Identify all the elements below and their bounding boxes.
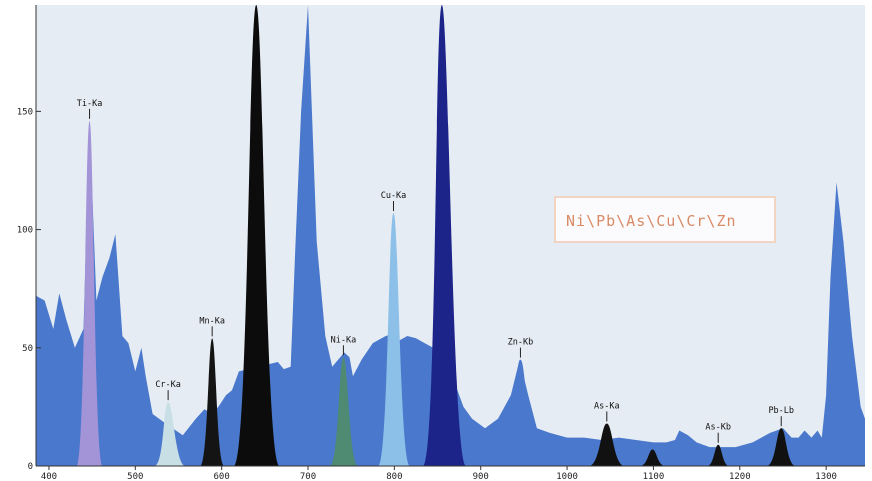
y-tick-label: 100 [17, 226, 33, 236]
x-tick-label: 1100 [643, 472, 665, 481]
y-ticks: 50 100 150 0 [17, 107, 41, 472]
cu-ka-peak [377, 213, 410, 466]
zn-kb-peak [502, 359, 540, 466]
x-tick-label: 1300 [815, 472, 837, 481]
peak-label-layer: Ti-Ka Cr-Ka Mn-Ka Ni-Ka Cu-Ka Zn-Kb As-Ka As-Kb… [77, 99, 794, 443]
x-tick-label: 800 [386, 472, 402, 481]
x-ticks: 400 500 600 700 800 900 1000 1100 1200 1300 [41, 466, 837, 481]
ti-ka-peak [76, 120, 103, 467]
x-tick-label: 1200 [729, 472, 751, 481]
x-tick-label: 500 [127, 472, 143, 481]
y-tick-label-zero: 0 [28, 462, 33, 472]
ni-ka-peak [329, 357, 359, 466]
y-tick-label: 50 [22, 344, 33, 354]
peak-label-pb-lb: Pb-Lb [768, 406, 794, 416]
cr-ka-peak [154, 402, 186, 466]
unlabeled-peak-6 [422, 5, 467, 466]
unlabeled-peak-9 [639, 449, 666, 466]
x-tick-label: 700 [300, 472, 316, 481]
as-ka-peak [588, 423, 625, 466]
legend-text: Ni\Pb\As\Cu\Cr\Zn [566, 212, 737, 230]
peak-label-ni-ka: Ni-Ka [331, 335, 357, 345]
unlabeled-peak-3 [233, 5, 280, 466]
y-tick-label: 150 [17, 107, 33, 117]
pb-lb-peak [766, 428, 796, 466]
x-tick-label: 1000 [556, 472, 578, 481]
peak-layer [76, 5, 796, 467]
peak-label-as-kb: As-Kb [705, 423, 731, 433]
peak-label-cu-ka: Cu-Ka [381, 191, 407, 201]
peak-label-zn-kb: Zn-Kb [508, 338, 534, 348]
mn-ka-peak [200, 338, 225, 466]
x-tick-label: 900 [473, 472, 489, 481]
as-kb-peak [706, 444, 730, 466]
legend-box: Ni\Pb\As\Cu\Cr\Zn [554, 196, 776, 243]
x-tick-label: 400 [41, 472, 57, 481]
peak-label-mn-ka: Mn-Ka [199, 316, 225, 326]
peak-label-cr-ka: Cr-Ka [155, 380, 181, 390]
peak-label-as-ka: As-Ka [594, 401, 620, 411]
peak-label-ti-ka: Ti-Ka [77, 99, 103, 109]
x-tick-label: 600 [214, 472, 230, 481]
